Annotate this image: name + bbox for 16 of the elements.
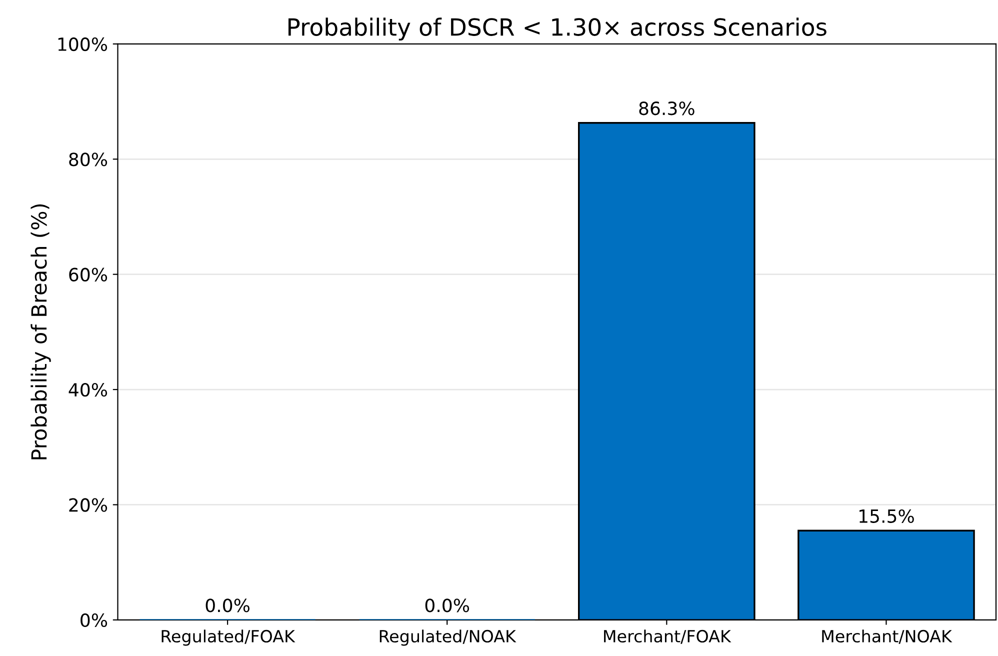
x-tick-label: Merchant/FOAK (604, 630, 732, 644)
y-tick-label: 0% (80, 613, 108, 628)
data-label: 86.3% (639, 102, 694, 116)
x-tick-label: Regulated/FOAK (162, 630, 296, 646)
x-tick-label: Regulated/NOAK (380, 630, 516, 646)
y-tick-label: 60% (69, 268, 108, 282)
data-label: 0.0% (206, 598, 250, 612)
y-tick-label: 40% (68, 382, 108, 397)
data-label: 0.0% (425, 598, 470, 612)
chart-title: Probability of DSCR < 1.30× across Scenarios (288, 18, 826, 41)
y-tick-label: 100% (58, 37, 108, 52)
y-axis-title: Probability of Breach (%) (30, 204, 51, 460)
data-label: 15.5% (860, 509, 914, 523)
y-tick-label: 20% (69, 498, 108, 512)
y-tick-label: 80% (69, 152, 108, 166)
x-tick-label: Merchant/NOAK (822, 630, 952, 644)
